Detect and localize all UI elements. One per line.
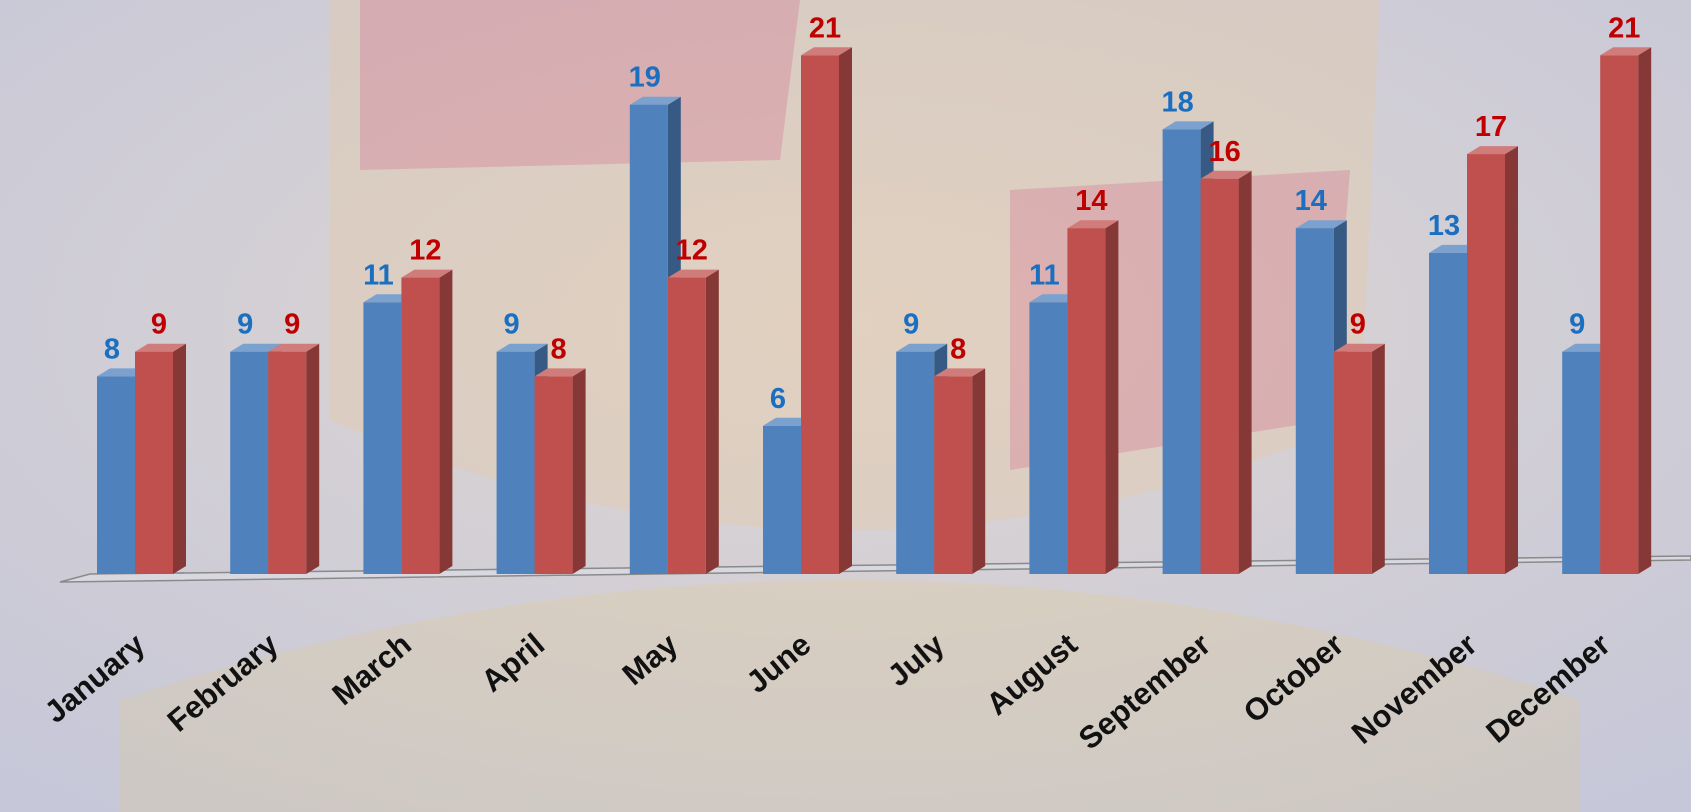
bar-side (439, 269, 453, 574)
bar-top (1162, 121, 1214, 130)
bar-top (496, 343, 548, 352)
bar (1467, 154, 1505, 574)
bar-top (135, 343, 186, 352)
bar-top (896, 343, 948, 352)
bar-top (230, 343, 282, 352)
bar-side (1638, 47, 1652, 575)
bar-top (268, 343, 320, 352)
bar (1295, 228, 1334, 574)
bar-top (401, 269, 453, 278)
bar (1067, 228, 1106, 574)
data-label: 21 (1608, 12, 1640, 44)
bar-top (934, 368, 986, 377)
bar (896, 351, 935, 574)
data-label: 11 (1029, 259, 1060, 291)
data-label: 14 (1075, 185, 1107, 217)
bar (1162, 129, 1201, 574)
data-label: 8 (104, 333, 120, 365)
data-label: 9 (1569, 309, 1585, 341)
bar-side (705, 269, 719, 574)
bar (1429, 252, 1467, 574)
bar-side (572, 368, 586, 574)
bar-top (1467, 146, 1518, 155)
bar-side (1238, 170, 1252, 575)
bar-top (801, 47, 852, 56)
data-label: 8 (551, 333, 567, 365)
bar (496, 351, 535, 574)
data-label: 12 (409, 235, 441, 267)
bar-side (839, 47, 852, 575)
bar-top (629, 96, 681, 105)
bar (1029, 302, 1068, 574)
bar-side (972, 368, 986, 574)
data-label: 21 (809, 12, 841, 44)
bar-side (1505, 146, 1518, 574)
bar (230, 351, 269, 574)
data-label: 16 (1208, 136, 1240, 168)
bar-side (1371, 343, 1385, 574)
bar (763, 425, 801, 574)
data-label: 12 (676, 235, 708, 267)
bar (667, 277, 706, 574)
data-label: 19 (629, 62, 661, 94)
bar (97, 376, 135, 574)
data-label: 17 (1475, 111, 1507, 143)
bar (801, 55, 839, 575)
bar (135, 351, 173, 574)
bar-top (1067, 220, 1119, 229)
bar-top (1295, 220, 1347, 229)
data-label: 9 (151, 309, 167, 341)
data-label: 11 (363, 259, 394, 291)
data-label: 8 (950, 333, 966, 365)
data-label: 9 (237, 309, 253, 341)
bar (629, 104, 668, 574)
bar-top (1333, 343, 1385, 352)
data-label: 9 (504, 309, 520, 341)
data-label: 9 (903, 309, 919, 341)
data-label: 14 (1295, 185, 1327, 217)
bar-top (1600, 47, 1652, 56)
bar-top (534, 368, 586, 377)
bar-side (1105, 220, 1119, 574)
bar (401, 277, 440, 574)
bar (534, 376, 573, 574)
bar (1600, 55, 1639, 575)
floor (59, 555, 1691, 583)
bar-side (306, 343, 320, 574)
bar-side (173, 343, 186, 574)
bar-top (667, 269, 719, 278)
data-label: 13 (1428, 210, 1460, 242)
data-label: 6 (770, 383, 786, 415)
bar (1200, 178, 1239, 575)
data-label: 9 (1350, 309, 1366, 341)
bar (1333, 351, 1372, 574)
bar (363, 302, 402, 574)
bar-top (1200, 170, 1252, 179)
data-label: 9 (284, 309, 300, 341)
bar (934, 376, 973, 574)
data-label: 18 (1161, 86, 1193, 118)
bar (268, 351, 307, 574)
bar (1562, 351, 1601, 574)
